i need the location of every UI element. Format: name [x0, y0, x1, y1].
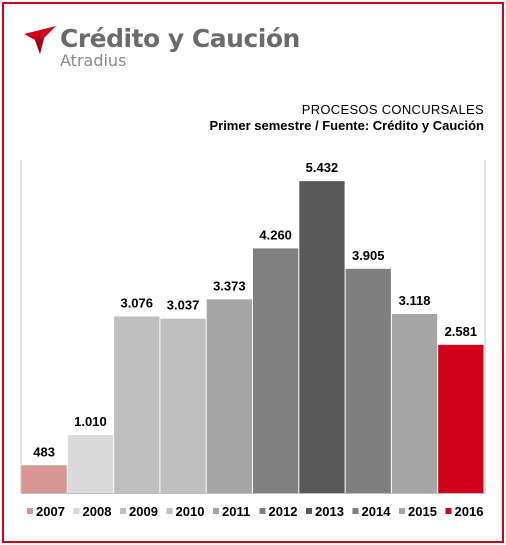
- bar-label-2011: 3.373: [213, 278, 246, 293]
- chart-title: PROCESOS CONCURSALES: [301, 102, 484, 117]
- bar-2015: [391, 313, 438, 493]
- legend-swatch-2011: [213, 508, 219, 514]
- bar-label-2016: 2.581: [445, 324, 478, 339]
- legend-swatch-2016: [445, 508, 452, 514]
- bar-label-2009: 3.076: [120, 295, 153, 310]
- legend-swatch-2007: [27, 508, 33, 514]
- bar-label-2013: 5.432: [306, 160, 339, 175]
- legend-label-2008: 2008: [83, 504, 112, 519]
- legend-label-2016: 2016: [455, 504, 484, 519]
- legend-label-2014: 2014: [362, 504, 392, 519]
- legend-label-2011: 2011: [222, 504, 250, 519]
- legend-swatch-2012: [259, 508, 266, 514]
- brand-name: Crédito y Caución: [60, 24, 300, 53]
- legend-label-2013: 2013: [315, 504, 344, 519]
- legend-label-2015: 2015: [408, 504, 437, 519]
- chart-title-block: PROCESOS CONCURSALES Primer semestre / F…: [209, 102, 484, 134]
- legend-label-2009: 2009: [129, 504, 158, 519]
- bar-2009: [114, 316, 160, 493]
- bar-2008: [67, 435, 114, 493]
- legend-swatch-2009: [120, 508, 126, 514]
- brand-mark-icon: [24, 26, 56, 54]
- legend-label-2010: 2010: [176, 504, 205, 519]
- legend-swatch-2010: [166, 508, 173, 514]
- bar-2007: [21, 465, 67, 493]
- brand-logo: Crédito y Caución Atradius: [22, 24, 300, 72]
- bar-label-2010: 3.037: [167, 298, 200, 313]
- legend-swatch-2008: [73, 508, 80, 514]
- bar-label-2008: 1.010: [74, 414, 107, 429]
- legend-label-2007: 2007: [36, 504, 65, 519]
- legend-swatch-2013: [306, 508, 312, 514]
- bar-label-2012: 4.260: [259, 227, 292, 242]
- bar-2012: [253, 248, 299, 493]
- legend-swatch-2015: [399, 508, 405, 514]
- chart-subtitle: Primer semestre / Fuente: Crédito y Cauc…: [209, 118, 484, 133]
- bar-2010: [160, 318, 206, 493]
- bar-label-2015: 3.118: [399, 293, 431, 308]
- bar-2016: [438, 344, 484, 493]
- bar-2013: [299, 181, 345, 493]
- bar-2011: [206, 299, 252, 493]
- brand-subtitle: Atradius: [60, 51, 127, 70]
- bar-2014: [345, 268, 391, 493]
- legend-label-2012: 2012: [269, 504, 298, 519]
- bar-label-2014: 3.905: [352, 248, 385, 263]
- legend-swatch-2014: [352, 508, 359, 514]
- bar-label-2007: 483: [33, 444, 55, 459]
